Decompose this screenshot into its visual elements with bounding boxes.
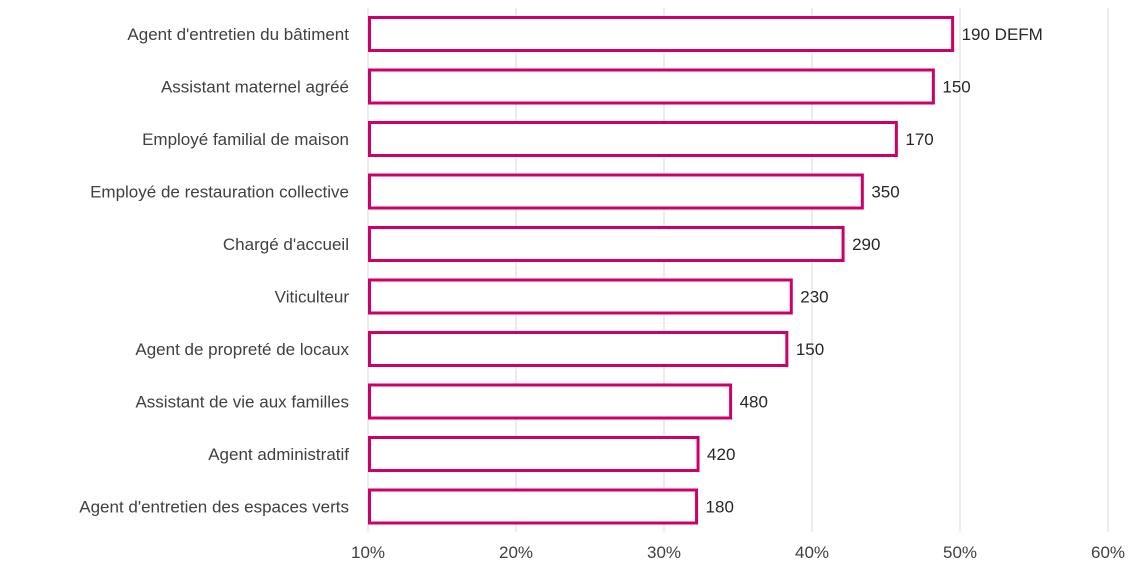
category-label: Assistant maternel agréé	[161, 78, 349, 97]
data-label: 150	[796, 340, 824, 359]
data-label: 290	[852, 235, 880, 254]
category-label: Viticulteur	[275, 288, 350, 307]
x-tick-label: 30%	[647, 543, 681, 562]
bar	[368, 436, 700, 472]
bar	[368, 226, 845, 262]
bars	[368, 16, 955, 525]
data-label: 420	[707, 445, 735, 464]
data-labels: 190 DEFM 150 170 350 290 230 150 480 420 180	[706, 25, 1043, 517]
category-labels: Agent d'entretien du bâtiment Assistant m…	[79, 25, 349, 517]
x-tick-label: 40%	[795, 543, 829, 562]
bar	[368, 488, 699, 525]
bar	[368, 331, 789, 367]
data-label: 150	[942, 78, 970, 97]
x-tick-label: 60%	[1091, 543, 1125, 562]
category-label: Chargé d'accueil	[223, 235, 349, 254]
category-label: Agent de propreté de locaux	[135, 340, 349, 359]
bar	[368, 173, 864, 210]
category-label: Employé familial de maison	[142, 130, 349, 149]
category-label: Agent d'entretien du bâtiment	[127, 25, 349, 44]
bar	[368, 16, 955, 52]
category-label: Employé de restauration collective	[90, 183, 349, 202]
data-label: 480	[740, 393, 768, 412]
bar	[368, 68, 935, 105]
category-label: Agent d'entretien des espaces verts	[79, 498, 349, 517]
data-label: 230	[800, 288, 828, 307]
x-axis-tick-labels: 10% 20% 30% 40% 50% 60%	[351, 543, 1125, 562]
x-tick-label: 10%	[351, 543, 385, 562]
data-label: 350	[871, 183, 899, 202]
data-label: 190 DEFM	[962, 25, 1043, 44]
bar	[368, 121, 898, 157]
category-label: Agent administratif	[208, 445, 349, 464]
bar	[368, 383, 733, 420]
data-label: 170	[905, 130, 933, 149]
data-label: 180	[706, 498, 734, 517]
x-tick-label: 20%	[499, 543, 533, 562]
category-label: Assistant de vie aux familles	[135, 393, 349, 412]
bar	[368, 278, 793, 315]
x-tick-label: 50%	[943, 543, 977, 562]
